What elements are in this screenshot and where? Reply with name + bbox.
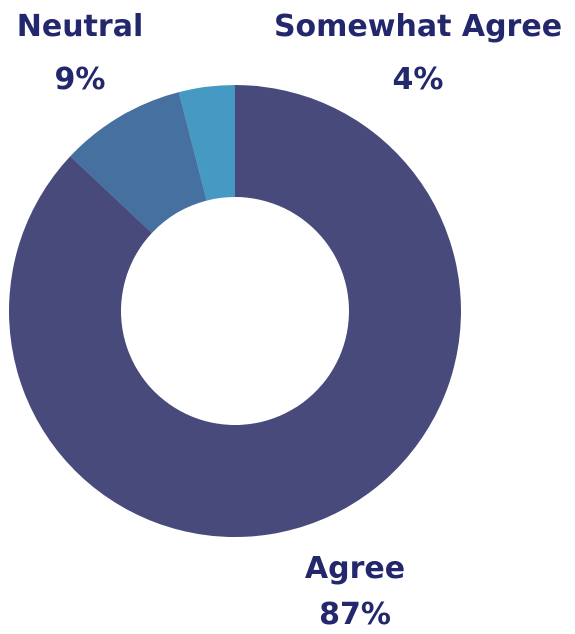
slice-label-somewhat-agree-value: 4% [393,62,444,97]
slice-agree [8,85,462,537]
slice-label-agree-name: Agree [305,551,405,586]
slice-neutral [70,92,207,233]
slices-group [8,85,462,537]
slice-somewhat-agree [178,85,235,201]
slice-label-neutral-value: 9% [55,62,106,97]
slice-label-somewhat-agree-name: Somewhat Agree [274,9,562,44]
slice-label-neutral-name: Neutral [17,9,143,44]
slice-label-agree-value: 87% [319,597,391,632]
